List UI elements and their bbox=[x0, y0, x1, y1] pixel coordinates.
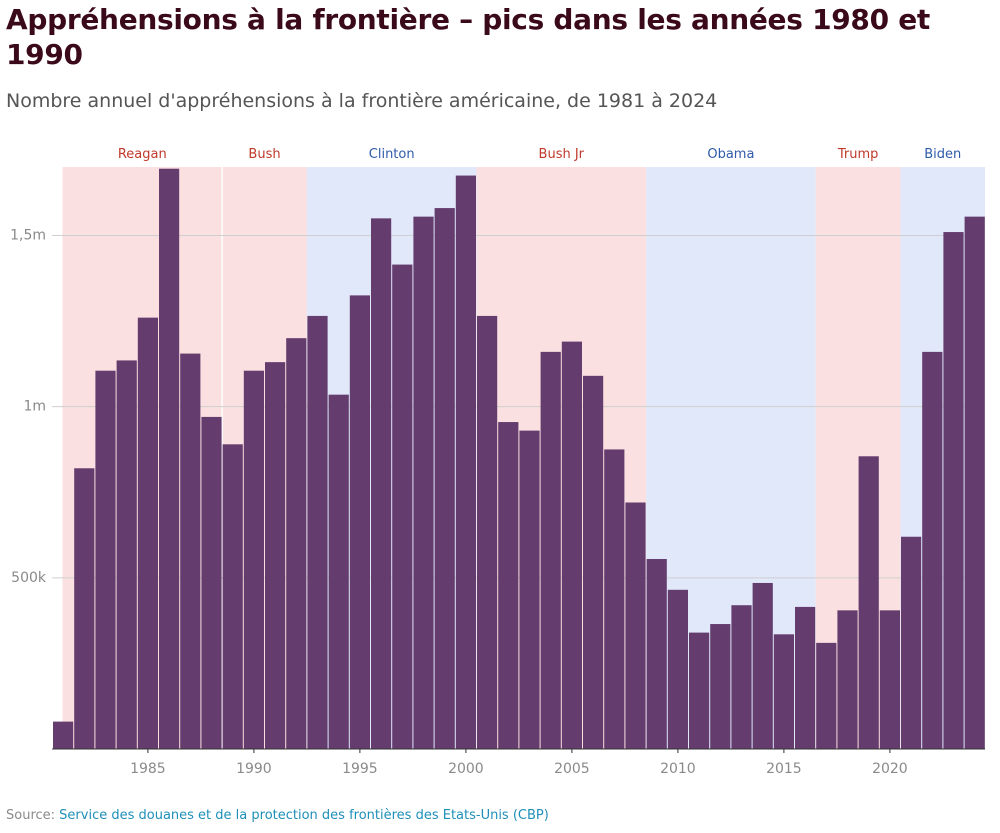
bar-1999 bbox=[434, 208, 455, 750]
bar-2014 bbox=[752, 582, 773, 749]
presidency-label: Bush Jr bbox=[539, 147, 585, 162]
bar-1985 bbox=[137, 317, 158, 749]
bar-2022 bbox=[922, 351, 943, 749]
bar-1995 bbox=[349, 295, 370, 749]
presidency-label: Biden bbox=[924, 147, 961, 162]
presidency-label: Clinton bbox=[369, 147, 415, 162]
bar-1998 bbox=[413, 216, 434, 749]
bar-1988 bbox=[201, 416, 222, 749]
y-tick-label: 1m bbox=[23, 399, 46, 415]
bar-2001 bbox=[477, 315, 498, 749]
bar-2010 bbox=[667, 589, 688, 749]
x-tick-label: 2015 bbox=[766, 761, 802, 777]
bar-2007 bbox=[604, 449, 625, 749]
bar-2002 bbox=[498, 422, 519, 749]
bar-1986 bbox=[159, 168, 180, 749]
y-tick-label: 1,5m bbox=[10, 227, 46, 243]
bar-2004 bbox=[540, 351, 561, 749]
x-tick-label: 2000 bbox=[448, 761, 484, 777]
bar-2018 bbox=[837, 610, 858, 749]
bar-1991 bbox=[265, 362, 286, 749]
bar-1992 bbox=[286, 338, 307, 749]
y-tick-label: 500k bbox=[11, 570, 47, 586]
presidency-label: Trump bbox=[837, 147, 879, 162]
bar-2011 bbox=[689, 632, 710, 749]
chart-title: Appréhensions à la frontière – pics dans… bbox=[6, 3, 931, 71]
bar-2005 bbox=[561, 341, 582, 749]
bar-2023 bbox=[943, 232, 964, 749]
x-tick-label: 1990 bbox=[236, 761, 272, 777]
source-note: Source: Service des douanes et de la pro… bbox=[6, 808, 549, 823]
bar-1984 bbox=[116, 360, 137, 749]
source-label: Source: bbox=[6, 808, 56, 823]
x-tick-label: 1985 bbox=[130, 761, 166, 777]
x-tick-label: 2010 bbox=[660, 761, 696, 777]
bar-1989 bbox=[222, 444, 243, 749]
presidency-label: Reagan bbox=[118, 147, 167, 162]
bar-2020 bbox=[879, 610, 900, 749]
x-tick-label: 2020 bbox=[872, 761, 908, 777]
bar-1990 bbox=[243, 370, 264, 749]
bar-1996 bbox=[371, 218, 392, 750]
bar-1987 bbox=[180, 353, 201, 749]
bar-2003 bbox=[519, 430, 540, 749]
bars bbox=[53, 168, 985, 750]
bar-2015 bbox=[773, 634, 794, 749]
bar-2000 bbox=[455, 175, 476, 749]
labels: Reagan Bush Clinton Bush Jr Obama Trump Biden 5… bbox=[10, 147, 961, 777]
bar-2019 bbox=[858, 456, 879, 749]
bar-1981 bbox=[53, 721, 74, 749]
bar-2024 bbox=[964, 216, 985, 749]
bar-2009 bbox=[646, 558, 667, 749]
source-link[interactable]: Service des douanes et de la protection … bbox=[59, 808, 549, 823]
bar-2008 bbox=[625, 502, 646, 749]
bar-2016 bbox=[795, 606, 816, 749]
bar-2012 bbox=[710, 624, 731, 749]
chart-subtitle: Nombre annuel d'appréhensions à la front… bbox=[6, 90, 718, 112]
x-tick-label: 2005 bbox=[554, 761, 590, 777]
bar-1994 bbox=[328, 394, 349, 749]
bar-1997 bbox=[392, 264, 413, 749]
bar-2017 bbox=[816, 642, 837, 749]
axes bbox=[52, 748, 985, 753]
bar-1982 bbox=[74, 468, 95, 749]
bar-1983 bbox=[95, 370, 116, 749]
bar-2013 bbox=[731, 605, 752, 749]
bar-2006 bbox=[583, 375, 604, 749]
presidency-label: Obama bbox=[707, 147, 754, 162]
x-tick-label: 1995 bbox=[342, 761, 378, 777]
presidency-label: Bush bbox=[248, 147, 280, 162]
bar-2021 bbox=[901, 536, 922, 749]
bar-chart: Reagan Bush Clinton Bush Jr Obama Trump Biden 5… bbox=[10, 147, 985, 777]
bar-1993 bbox=[307, 315, 328, 749]
